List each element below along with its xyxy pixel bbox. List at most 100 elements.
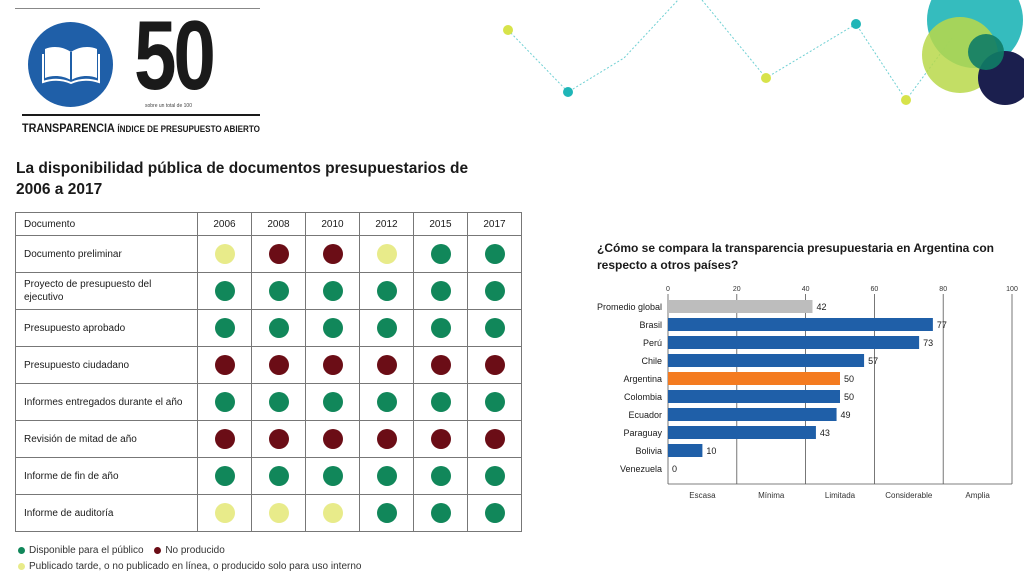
status-cell [251, 420, 306, 458]
status-dot-available [376, 466, 397, 486]
table-title: La disponibilidad pública de documentos … [16, 160, 469, 198]
status-dot-late [214, 503, 235, 523]
value-label: 10 [706, 446, 716, 456]
bar [668, 444, 703, 457]
value-label: 73 [923, 338, 933, 348]
status-dot-not-produced [430, 355, 451, 375]
status-cell [467, 457, 522, 495]
table-row: Informe de auditoría [15, 494, 522, 532]
status-dot-available [268, 318, 289, 338]
status-dot-available [376, 281, 397, 301]
category-label: Promedio global [597, 302, 662, 312]
band-label: Mínima [758, 491, 785, 500]
status-cell [305, 494, 360, 532]
status-cell [305, 272, 360, 310]
status-dot-not-produced [322, 429, 343, 449]
category-label: Argentina [623, 374, 662, 384]
status-dot-available [376, 318, 397, 338]
status-cell [305, 420, 360, 458]
status-cell [305, 383, 360, 421]
status-cell [413, 494, 468, 532]
status-dot-available [322, 392, 343, 412]
status-dot-not-produced [268, 429, 289, 449]
status-dot-late [214, 244, 235, 264]
table-row: Informes entregados durante el año [15, 383, 522, 421]
status-dot-not-produced [484, 355, 505, 375]
bar [668, 318, 933, 331]
status-cell [413, 420, 468, 458]
value-label: 50 [844, 374, 854, 384]
status-cell [251, 235, 306, 273]
status-dot-not-produced [376, 355, 397, 375]
table-row: Informe de fin de año [15, 457, 522, 495]
status-dot-not-produced [214, 355, 235, 375]
category-label: Colombia [624, 392, 662, 402]
header-rule [15, 8, 260, 9]
category-label: Ecuador [628, 410, 662, 420]
status-cell [413, 383, 468, 421]
status-cell [467, 235, 522, 273]
status-dot-not-produced [322, 355, 343, 375]
status-dot-available [484, 244, 505, 264]
status-cell [359, 309, 414, 347]
status-dot-late [376, 244, 397, 264]
status-dot-not-produced [376, 429, 397, 449]
row-label: Informes entregados durante el año [15, 383, 198, 421]
status-dot-available [376, 503, 397, 523]
status-cell [359, 346, 414, 384]
value-label: 49 [841, 410, 851, 420]
legend: Disponible para el público No producido [18, 545, 225, 556]
x-tick-label: 40 [802, 286, 810, 293]
book-icon [28, 22, 113, 107]
status-cell [251, 494, 306, 532]
category-label: Bolivia [635, 446, 662, 456]
row-label: Proyecto de presupuesto del ejecutivo [15, 272, 198, 310]
status-dot-available [376, 392, 397, 412]
status-dot-available [268, 281, 289, 301]
bar [668, 354, 865, 367]
x-tick-label: 60 [871, 286, 879, 293]
status-cell [413, 457, 468, 495]
category-label: Paraguay [623, 428, 662, 438]
status-dot-not-produced [214, 429, 235, 449]
status-dot-late [268, 503, 289, 523]
bar [668, 372, 840, 385]
status-cell [251, 309, 306, 347]
x-tick-label: 80 [939, 286, 947, 293]
status-cell [359, 494, 414, 532]
status-dot-available [430, 503, 451, 523]
brand-divider [22, 114, 260, 116]
status-dot-available [268, 466, 289, 486]
value-label: 42 [816, 302, 826, 312]
legend-label-not-produced: No producido [165, 545, 225, 556]
status-dot-not-produced [430, 429, 451, 449]
value-label: 0 [672, 464, 677, 474]
status-dot-available [430, 318, 451, 338]
status-dot-available [322, 466, 343, 486]
status-dot-available [484, 466, 505, 486]
value-label: 50 [844, 392, 854, 402]
x-tick-label: 0 [666, 286, 670, 293]
category-label: Brasil [639, 320, 662, 330]
status-cell [251, 457, 306, 495]
status-cell [413, 235, 468, 273]
status-cell [359, 420, 414, 458]
x-tick-label: 100 [1006, 286, 1018, 293]
status-dot-available [322, 281, 343, 301]
row-label: Presupuesto ciudadano [15, 346, 198, 384]
column-header-year: 2008 [251, 212, 306, 236]
status-cell [413, 346, 468, 384]
column-header-document: Documento [15, 212, 198, 236]
status-cell [251, 272, 306, 310]
status-cell [467, 346, 522, 384]
table-header-row: Documento 2006 2008 2010 2012 2015 2017 [15, 212, 522, 236]
status-dot-available [484, 392, 505, 412]
table-row: Documento preliminar [15, 235, 522, 273]
status-cell [467, 383, 522, 421]
status-cell [359, 457, 414, 495]
status-dot-not-produced [268, 355, 289, 375]
status-cell [359, 272, 414, 310]
status-dot-available [430, 392, 451, 412]
status-cell [251, 383, 306, 421]
table-row: Revisión de mitad de año [15, 420, 522, 458]
